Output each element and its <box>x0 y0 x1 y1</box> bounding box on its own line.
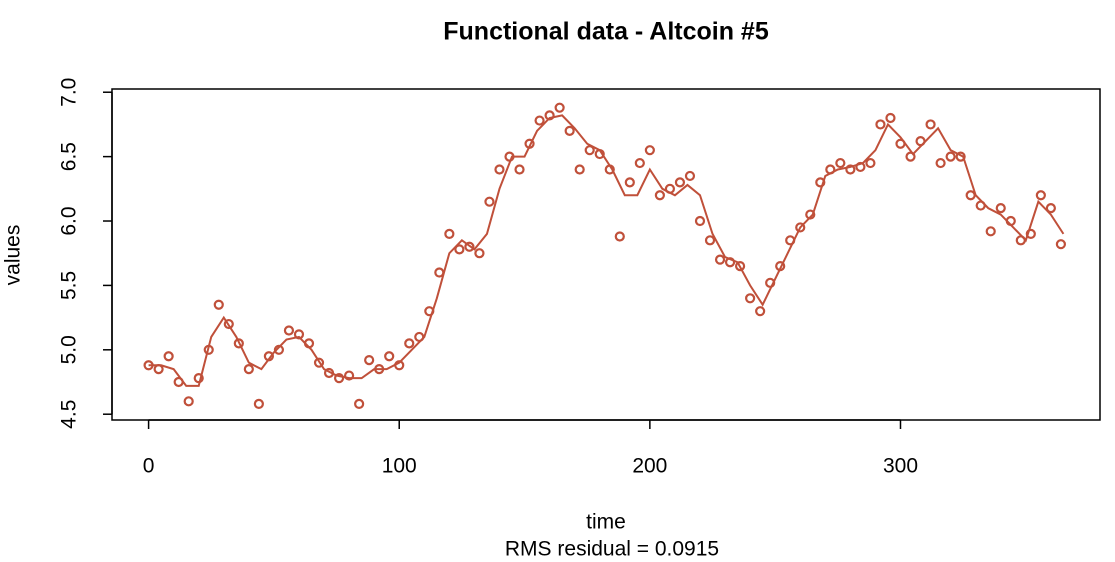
data-point <box>243 364 254 375</box>
data-point <box>223 318 234 330</box>
data-point <box>163 351 174 362</box>
data-point <box>955 151 966 162</box>
data-point <box>474 248 485 259</box>
data-point <box>935 157 946 169</box>
data-point <box>704 235 716 246</box>
y-tick-label: 6.5 <box>58 142 81 171</box>
data-point <box>815 177 826 188</box>
data-point <box>734 260 746 272</box>
data-point <box>454 244 465 255</box>
data-point <box>364 355 375 366</box>
data-point <box>1025 228 1036 239</box>
data-point <box>654 190 665 201</box>
x-tick-label: 300 <box>883 455 918 478</box>
data-point <box>865 157 876 169</box>
data-point <box>183 396 194 407</box>
data-point <box>755 306 766 317</box>
data-point <box>1035 190 1046 201</box>
y-tick-label: 4.5 <box>58 400 81 429</box>
y-tick-label: 5.5 <box>58 271 81 300</box>
data-point <box>494 164 505 175</box>
x-tick-label: 100 <box>382 455 417 478</box>
data-point <box>253 398 264 410</box>
data-point <box>945 151 956 162</box>
data-point <box>564 125 575 136</box>
data-point <box>1055 239 1067 250</box>
data-point <box>514 164 525 175</box>
data-point <box>464 241 475 252</box>
data-point <box>574 164 585 175</box>
data-point <box>714 254 726 265</box>
data-point <box>233 338 244 349</box>
data-point <box>995 203 1006 214</box>
data-point <box>534 115 545 126</box>
data-point <box>333 373 345 384</box>
data-point <box>283 325 295 336</box>
data-point <box>343 370 355 381</box>
data-point <box>554 102 565 113</box>
data-point <box>614 231 625 242</box>
data-point <box>313 357 325 368</box>
chart-title: Functional data - Altcoin #5 <box>443 18 769 46</box>
data-point <box>875 119 886 130</box>
y-tick-label: 7.0 <box>58 78 81 107</box>
data-point <box>745 293 756 304</box>
data-point <box>644 145 655 156</box>
data-point <box>684 170 696 182</box>
x-tick-label: 0 <box>143 455 155 478</box>
data-point <box>795 222 806 233</box>
y-tick-label: 6.0 <box>58 206 81 235</box>
data-point <box>384 351 395 362</box>
data-point <box>674 177 686 188</box>
data-point <box>835 157 846 169</box>
data-point <box>885 112 896 124</box>
data-point <box>444 228 455 239</box>
fit-line <box>148 114 1065 387</box>
data-point <box>624 177 635 188</box>
y-tick-label: 5.0 <box>58 335 81 364</box>
x-axis-label: time <box>586 511 626 534</box>
data-point <box>354 398 365 410</box>
data-point <box>213 299 224 310</box>
data-point <box>845 164 856 175</box>
data-point <box>584 145 595 156</box>
data-point <box>925 119 936 130</box>
data-point <box>484 196 495 207</box>
data-point <box>985 226 996 237</box>
data-point <box>694 215 706 227</box>
y-axis-label: values <box>2 225 25 286</box>
x-tick-label: 200 <box>632 455 667 478</box>
data-point <box>905 151 916 162</box>
data-point <box>404 338 415 349</box>
data-point <box>634 157 645 169</box>
data-point <box>1045 203 1056 214</box>
annotation: RMS residual = 0.0915 <box>505 538 719 561</box>
